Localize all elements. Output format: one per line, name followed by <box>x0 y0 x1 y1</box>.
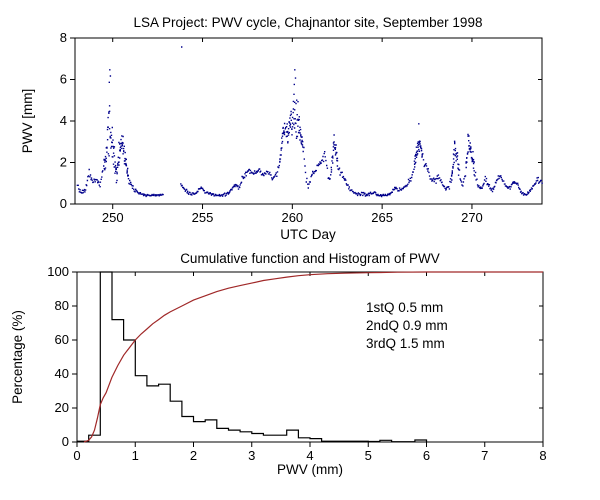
top-plot-xlabel: UTC Day <box>280 227 336 242</box>
x-tick-label: 250 <box>102 210 124 225</box>
x-tick-label: 0 <box>73 448 80 463</box>
axes-box <box>74 37 543 205</box>
y-tick-label: 0 <box>62 434 69 449</box>
y-tick-label: 8 <box>60 30 67 45</box>
y-tick-label: 20 <box>55 400 69 415</box>
x-tick-label: 3 <box>248 448 255 463</box>
quartile-annotation-1st: 1stQ 0.5 mm <box>366 300 443 315</box>
x-tick-label: 8 <box>539 448 546 463</box>
x-tick-label: 2 <box>190 448 197 463</box>
x-tick-label: 7 <box>481 448 488 463</box>
quartile-annotation-3rd: 3rdQ 1.5 mm <box>366 336 445 351</box>
y-tick-label: 0 <box>60 196 67 211</box>
bottom-plot-ylabel: Percentage (%) <box>10 310 25 404</box>
y-tick-label: 6 <box>60 72 67 87</box>
top-plot-area: 250 255 260 265 270 0 2 4 6 8 <box>60 30 543 225</box>
cumulative-histogram-plot: Cumulative function and Histogram of PWV… <box>10 251 547 477</box>
pwv-cycle-scatter-plot: LSA Project: PWV cycle, Chajnantor site,… <box>20 15 543 242</box>
top-plot-ylabel: PWV [mm] <box>20 89 35 154</box>
y-tick-label: 100 <box>47 264 69 279</box>
y-tick-label: 60 <box>55 332 69 347</box>
quartile-annotation-2nd: 2ndQ 0.9 mm <box>366 318 448 333</box>
y-tick-label: 4 <box>60 113 67 128</box>
pwv-cumulative-curve <box>83 271 543 443</box>
bottom-plot-title: Cumulative function and Histogram of PWV <box>180 251 440 266</box>
x-tick-label: 4 <box>306 448 313 463</box>
x-tick-label: 6 <box>423 448 430 463</box>
pwv-histogram-outline <box>77 271 428 443</box>
x-tick-label: 265 <box>371 210 393 225</box>
x-tick-label: 5 <box>365 448 372 463</box>
pwv-scatter-points <box>76 46 543 198</box>
x-tick-label: 255 <box>192 210 214 225</box>
top-plot-title: LSA Project: PWV cycle, Chajnantor site,… <box>134 15 483 30</box>
x-tick-label: 270 <box>461 210 483 225</box>
bottom-plot-xlabel: PWV (mm) <box>277 462 343 477</box>
axes-box <box>76 271 544 443</box>
y-tick-label: 80 <box>55 298 69 313</box>
x-tick-label: 1 <box>132 448 139 463</box>
y-tick-label: 40 <box>55 366 69 381</box>
x-tick-label: 260 <box>281 210 303 225</box>
y-tick-label: 2 <box>60 155 67 170</box>
